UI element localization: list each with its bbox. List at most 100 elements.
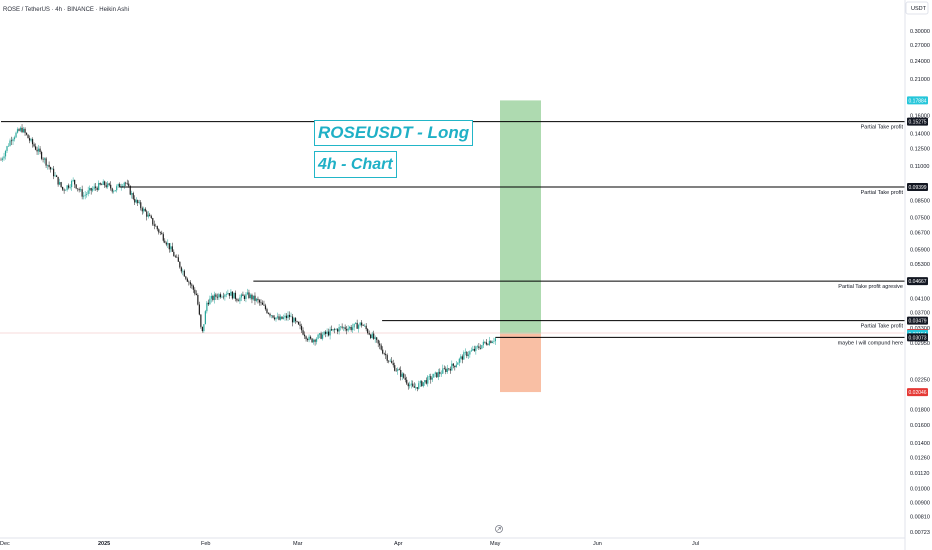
candle — [254, 292, 256, 305]
candle — [340, 326, 342, 331]
candle — [419, 380, 421, 387]
candle — [320, 331, 322, 340]
candle — [28, 135, 31, 144]
candle — [13, 135, 16, 142]
candle — [288, 311, 291, 320]
candle — [80, 187, 82, 192]
price-badge[interactable]: 0.17884 — [907, 96, 928, 105]
candle — [65, 189, 67, 191]
x-tick-label: 2025 — [98, 541, 110, 547]
candle — [248, 289, 250, 300]
candle — [147, 210, 149, 219]
candle — [155, 223, 157, 227]
price-badge-label: 0.03073 — [909, 335, 927, 341]
level-label: Partial Take profit — [861, 190, 904, 196]
candle — [68, 183, 70, 190]
candle — [394, 362, 396, 372]
candle — [263, 300, 265, 306]
candle — [15, 131, 17, 139]
y-tick-label: 0.04100 — [910, 297, 930, 303]
candle — [484, 341, 486, 344]
candle — [40, 150, 43, 161]
price-badge[interactable]: 0.04667 — [907, 277, 928, 286]
candle — [445, 366, 447, 375]
candle — [361, 320, 363, 328]
candle — [21, 124, 23, 134]
candle — [460, 354, 462, 363]
y-tick-label: 0.05300 — [910, 262, 930, 268]
candle — [90, 187, 92, 195]
candle — [448, 368, 450, 371]
candle — [48, 161, 50, 170]
candle — [188, 280, 190, 286]
candle — [281, 316, 283, 320]
candle — [356, 319, 358, 329]
candle — [337, 328, 339, 335]
candle — [57, 176, 59, 187]
candle — [359, 322, 361, 327]
candle — [131, 190, 133, 199]
candle — [482, 339, 484, 349]
currency-label[interactable]: USDT — [911, 6, 927, 12]
candle — [33, 142, 35, 148]
annotation-title[interactable]: ROSEUSDT - Long — [314, 120, 474, 146]
price-badge[interactable]: 0.02046 — [907, 388, 928, 397]
candle — [269, 312, 271, 318]
candle — [207, 299, 209, 307]
y-tick-label: 0.02950 — [910, 341, 930, 347]
price-badge[interactable]: 0.09399 — [907, 182, 928, 191]
loss-zone[interactable] — [500, 333, 541, 393]
candle — [180, 266, 182, 274]
candle — [296, 320, 298, 323]
candle — [335, 328, 337, 331]
price-badge[interactable]: 0.03479 — [907, 316, 928, 325]
candle — [46, 164, 49, 170]
candle — [455, 360, 457, 368]
candle — [24, 127, 26, 136]
candle — [266, 307, 268, 314]
candle — [31, 137, 34, 148]
candle — [93, 183, 95, 191]
x-tick-label: Mar — [293, 541, 303, 547]
candle — [194, 287, 196, 296]
candle — [222, 292, 225, 300]
candle — [467, 351, 469, 359]
candle — [36, 146, 38, 155]
candle — [149, 212, 151, 217]
profit-zone[interactable] — [500, 100, 541, 334]
candle — [324, 330, 327, 338]
candle — [71, 179, 73, 191]
candle — [303, 331, 306, 340]
candle — [3, 152, 5, 161]
candle — [87, 186, 89, 197]
candle — [377, 339, 379, 348]
candle — [264, 303, 267, 311]
candle — [168, 243, 170, 253]
candle — [409, 381, 411, 389]
candle — [461, 354, 463, 364]
candle — [221, 294, 223, 299]
candle — [191, 283, 193, 289]
candle — [401, 372, 403, 381]
candle — [293, 317, 295, 323]
candle — [457, 362, 459, 365]
candle — [386, 353, 388, 363]
candle — [198, 301, 200, 316]
price-badge[interactable]: 0.15275 — [907, 117, 928, 126]
candle — [113, 189, 115, 194]
candle — [51, 167, 53, 170]
candle — [243, 294, 246, 302]
scroll-to-realtime-icon[interactable] — [495, 525, 503, 533]
annotation-subtitle[interactable]: 4h - Chart — [314, 151, 397, 178]
candle — [69, 184, 71, 190]
candle — [466, 351, 468, 359]
candle — [284, 312, 286, 321]
candle — [30, 137, 32, 143]
candle — [153, 220, 155, 230]
candle — [430, 373, 432, 384]
candle — [179, 261, 181, 269]
price-badge[interactable]: 0.03073 — [907, 333, 928, 342]
y-tick-label: 0.16000 — [910, 113, 930, 119]
candle — [230, 289, 232, 296]
